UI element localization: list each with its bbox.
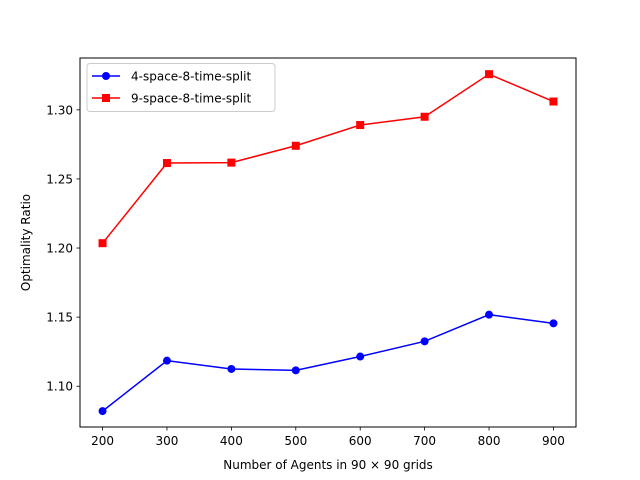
x-tick-label: 400 xyxy=(220,434,243,448)
series-1-point xyxy=(291,366,300,375)
plot-area xyxy=(80,58,576,427)
series-1-point xyxy=(485,310,494,319)
series-line-1 xyxy=(102,313,554,412)
series-2-point xyxy=(356,121,365,130)
x-tick-label: 700 xyxy=(413,434,436,448)
y-tick-label: 1.25 xyxy=(46,172,73,186)
legend: 4-space-8-time-split 9-space-8-time-split xyxy=(86,63,276,112)
legend-marker-2 xyxy=(102,94,110,102)
x-axis: 200 300 400 500 600 700 800 900 xyxy=(91,427,565,448)
y-tick-label: 1.10 xyxy=(46,380,73,394)
x-tick-label: 500 xyxy=(284,434,307,448)
legend-label-2: 9-space-8-time-split xyxy=(131,92,251,106)
y-tick-label: 1.20 xyxy=(46,242,73,256)
series-2-point xyxy=(420,112,429,121)
legend-marker-1 xyxy=(102,72,110,80)
x-tick-label: 800 xyxy=(478,434,501,448)
y-axis-label: Optimality Ratio xyxy=(19,194,33,291)
series-2-point xyxy=(162,159,171,168)
series-line-2 xyxy=(101,73,554,244)
x-tick-label: 200 xyxy=(91,434,114,448)
series-1-point xyxy=(420,337,429,346)
series-1-point xyxy=(98,407,107,416)
series-2-point xyxy=(549,97,558,106)
legend-box xyxy=(86,63,276,112)
plot-frame xyxy=(79,57,577,428)
x-tick-label: 300 xyxy=(156,434,179,448)
series-1-point xyxy=(227,364,236,373)
legend-label-1: 4-space-8-time-split xyxy=(131,70,251,84)
series-1-point xyxy=(162,356,171,365)
x-axis-label: Number of Agents in 90 × 90 grids xyxy=(223,458,433,472)
series-2-point xyxy=(227,158,236,167)
series-layer xyxy=(98,70,558,416)
y-axis: 1.10 1.15 1.20 1.25 1.30 xyxy=(46,103,80,394)
y-tick-label: 1.30 xyxy=(46,103,73,117)
series-1-point xyxy=(549,319,558,328)
series-1-point xyxy=(356,352,365,361)
x-tick-label: 900 xyxy=(542,434,565,448)
series-2-point xyxy=(485,70,494,79)
y-tick-label: 1.15 xyxy=(46,311,73,325)
series-2-point xyxy=(98,239,107,248)
x-tick-label: 600 xyxy=(349,434,372,448)
series-2-point xyxy=(291,141,300,150)
